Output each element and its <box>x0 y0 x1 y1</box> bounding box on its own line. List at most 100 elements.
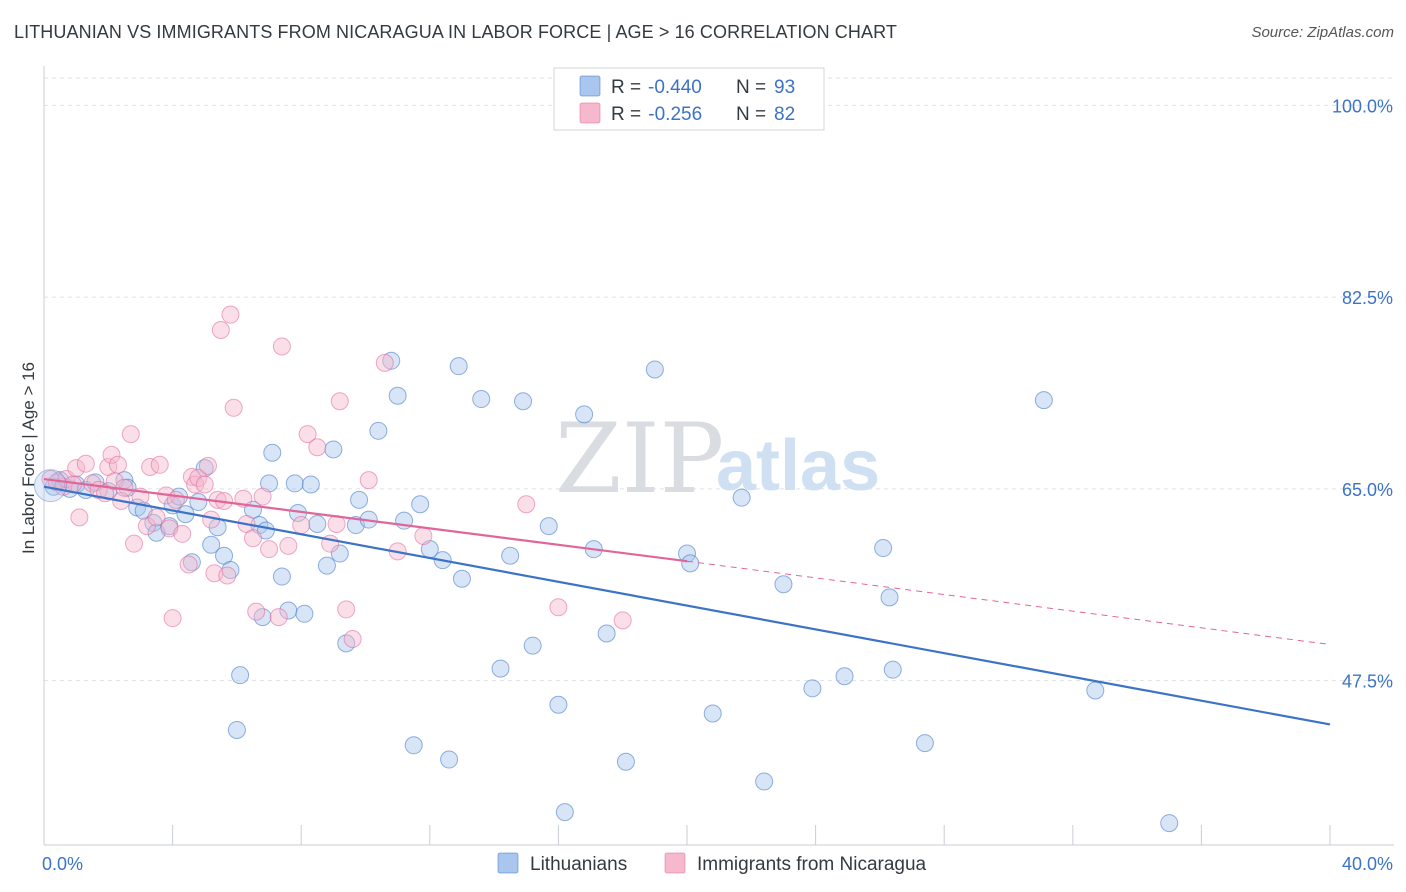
point-lithuanian <box>835 667 854 686</box>
watermark: ZIP atlas <box>555 403 880 515</box>
legend-r-value-1: -0.440 <box>648 77 702 98</box>
point-lithuanian <box>523 636 542 655</box>
point-nicaragua <box>359 471 378 490</box>
point-nicaragua <box>163 609 182 628</box>
point-lithuanian <box>755 772 774 791</box>
point-nicaragua <box>292 516 311 535</box>
point-nicaragua <box>102 445 121 464</box>
point-nicaragua <box>108 455 127 474</box>
point-lithuanian <box>491 659 510 678</box>
point-nicaragua <box>150 455 169 474</box>
legend-n-value-1: 93 <box>774 77 795 98</box>
trendline-lithuanians <box>43 485 1331 726</box>
y-tick-label: 82.5% <box>1342 288 1393 308</box>
point-lithuanian <box>1034 391 1053 410</box>
point-nicaragua <box>298 425 317 444</box>
chart-title: LITHUANIAN VS IMMIGRANTS FROM NICARAGUA … <box>14 22 897 42</box>
point-nicaragua <box>269 608 288 627</box>
point-lithuanian <box>915 734 934 753</box>
point-nicaragua <box>517 495 536 514</box>
top-legend: R = -0.440 N = 93 R = -0.256 N = 82 <box>553 67 825 131</box>
bottom-legend-nicaragua: Immigrants from Nicaragua <box>697 854 927 875</box>
point-lithuanian <box>317 556 336 575</box>
point-nicaragua <box>279 536 298 555</box>
point-lithuanian <box>597 624 616 643</box>
point-lithuanian <box>681 554 700 573</box>
point-nicaragua <box>224 398 243 417</box>
point-nicaragua <box>337 600 356 619</box>
point-nicaragua <box>247 602 266 621</box>
trendline-nicaragua <box>43 477 688 563</box>
point-nicaragua <box>330 392 349 411</box>
point-nicaragua <box>308 438 327 457</box>
bottom-legend-swatch-nicaragua <box>664 852 686 874</box>
point-nicaragua <box>343 630 362 649</box>
point-nicaragua <box>147 508 166 527</box>
source-label: Source: ZipAtlas.com <box>1251 24 1394 41</box>
point-lithuanian <box>883 660 902 679</box>
legend-swatch-nicaragua <box>579 102 601 124</box>
point-lithuanian <box>411 495 430 514</box>
point-lithuanian <box>1086 681 1105 700</box>
point-nicaragua <box>179 555 198 574</box>
point-lithuanian <box>295 604 314 623</box>
point-nicaragua <box>243 529 262 548</box>
point-lithuanian <box>272 567 291 586</box>
point-lithuanian <box>182 553 201 572</box>
point-lithuanian <box>803 679 822 698</box>
point-lithuanian <box>874 539 893 558</box>
x-tick-label-max: 40.0% <box>1342 854 1393 874</box>
point-lithuanian <box>549 695 568 714</box>
point-lithuanian <box>645 360 664 379</box>
point-lithuanian <box>1160 814 1179 833</box>
point-lithuanian <box>404 736 423 755</box>
legend-r-label-1: R = <box>611 77 641 98</box>
point-nicaragua <box>125 534 144 553</box>
grid-layer <box>44 77 1394 682</box>
point-lithuanian <box>308 514 327 533</box>
point-nicaragua <box>166 490 185 509</box>
point-lithuanian <box>350 490 369 509</box>
point-nicaragua <box>613 611 632 630</box>
point-nicaragua <box>549 598 568 617</box>
y-tick-label: 47.5% <box>1342 672 1393 692</box>
point-lithuanian <box>880 588 899 607</box>
bottom-legend: Lithuanians Immigrants from Nicaragua <box>497 852 927 875</box>
point-lithuanian <box>440 750 459 769</box>
point-nicaragua <box>173 524 192 543</box>
axes-layer: 47.5% 65.0% 82.5% 100.0% 0.0% 40.0% <box>42 66 1394 874</box>
point-nicaragua <box>198 456 217 475</box>
point-lithuanian <box>501 546 520 565</box>
watermark-atlas: atlas <box>716 426 880 506</box>
point-nicaragua <box>272 337 291 356</box>
point-lithuanian <box>330 544 349 563</box>
point-lithuanian <box>189 493 208 512</box>
point-nicaragua <box>221 305 240 324</box>
point-lithuanian <box>301 475 320 494</box>
point-nicaragua <box>218 566 237 585</box>
point-lithuanian <box>539 517 558 536</box>
point-nicaragua <box>189 468 208 487</box>
watermark-zip: ZIP <box>555 403 724 515</box>
point-lithuanian <box>195 459 214 478</box>
point-nicaragua <box>121 425 140 444</box>
point-lithuanian <box>575 405 594 424</box>
legend-n-value-2: 82 <box>774 104 795 125</box>
point-lithuanian <box>555 803 574 822</box>
legend-r-value-2: -0.256 <box>643 104 702 125</box>
point-lithuanian <box>285 474 304 493</box>
point-lithuanian <box>231 666 250 685</box>
point-nicaragua <box>260 540 279 559</box>
y-tick-label: 65.0% <box>1342 480 1393 500</box>
trendline-nicaragua-extension <box>686 560 1331 645</box>
bottom-legend-swatch-lithuanians <box>497 852 519 874</box>
point-lithuanian <box>616 752 635 771</box>
point-nicaragua <box>70 508 89 527</box>
point-lithuanian <box>449 357 468 376</box>
bottom-legend-lithuanians: Lithuanians <box>530 854 627 875</box>
point-lithuanian <box>382 351 401 370</box>
point-lithuanian <box>452 569 471 588</box>
y-axis-label: In Labor Force | Age > 16 <box>19 362 38 554</box>
legend-r-label-2: R = <box>611 104 641 125</box>
point-nicaragua <box>76 454 95 473</box>
